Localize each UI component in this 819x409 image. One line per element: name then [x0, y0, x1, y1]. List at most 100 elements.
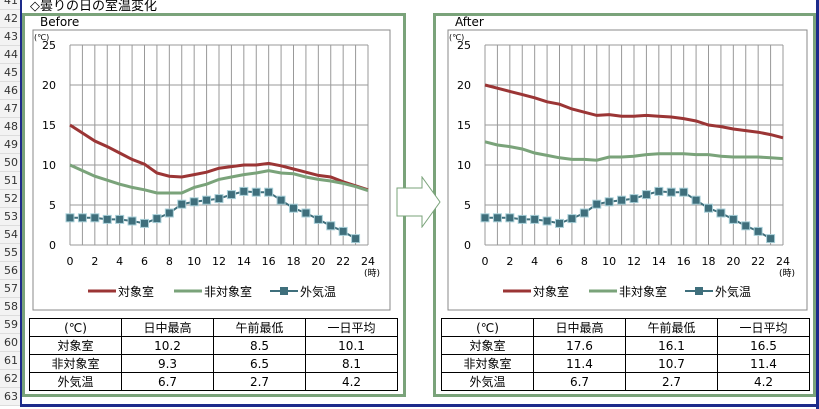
data-point	[226, 190, 236, 200]
row-number[interactable]: 56	[0, 262, 20, 280]
table-row: 対象室 10.2 8.5 10.1	[29, 336, 398, 355]
x-tick-label: 8	[166, 255, 173, 268]
data-point	[338, 226, 348, 236]
series-line-2	[70, 190, 357, 240]
data-point	[202, 195, 212, 205]
series-line-1	[69, 163, 369, 195]
data-point	[102, 214, 112, 224]
table-cell: 2.7	[625, 372, 718, 391]
data-point	[276, 195, 286, 205]
row-number[interactable]: 54	[0, 226, 20, 244]
table-cell: 非対象室	[29, 354, 122, 373]
data-point	[164, 208, 174, 218]
table-cell: 一日平均	[305, 318, 398, 337]
data-point	[115, 214, 125, 224]
table-cell: 午前最低	[213, 318, 306, 337]
table-cell: 2.7	[213, 372, 306, 391]
table-cell: 10.7	[625, 354, 718, 373]
table-cell: 6.7	[533, 372, 626, 391]
table-cell: 非対象室	[441, 354, 534, 373]
legend-label: 非対象室	[204, 284, 252, 299]
data-point	[313, 214, 323, 224]
row-number[interactable]: 53	[0, 208, 20, 226]
table-cell: 外気温	[29, 372, 122, 391]
row-number[interactable]: 60	[0, 334, 20, 352]
table-cell: 6.7	[121, 372, 214, 391]
table-cell: 午前最低	[625, 318, 718, 337]
table-row: (℃) 日中最高 午前最低 一日平均	[441, 318, 810, 337]
table-cell: 8.5	[213, 336, 306, 355]
sheet-border-right	[816, 0, 819, 409]
row-number[interactable]: 50	[0, 154, 20, 172]
row-number[interactable]: 51	[0, 172, 20, 190]
data-point	[239, 186, 249, 196]
table-cell: (℃)	[441, 318, 534, 337]
row-number[interactable]: 47	[0, 100, 20, 118]
after-summary-table: (℃) 日中最高 午前最低 一日平均 対象室 17.6 16.1 16.5 非対象室 11.4 10…	[441, 318, 810, 391]
row-number[interactable]: 62	[0, 370, 20, 388]
x-tick-label: 22	[336, 255, 350, 268]
table-cell: 4.2	[717, 372, 810, 391]
table-row: 非対象室 11.4 10.7 11.4	[441, 354, 810, 373]
data-point	[77, 213, 87, 223]
row-number[interactable]: 43	[0, 28, 20, 46]
legend-marker	[280, 287, 288, 295]
table-cell: 一日平均	[717, 318, 810, 337]
x-tick-label: 16	[262, 255, 276, 268]
row-number[interactable]: 59	[0, 316, 20, 334]
arrow-right-icon	[396, 176, 441, 228]
x-tick-label: 2	[91, 255, 98, 268]
data-point	[214, 194, 224, 204]
table-cell: 4.2	[305, 372, 398, 391]
plot-frame	[32, 29, 391, 311]
x-tick-label: 0	[67, 255, 74, 268]
table-cell: 9.3	[121, 354, 214, 373]
sheet-title: ◇曇りの日の室温変化	[30, 0, 157, 14]
table-row: 対象室 17.6 16.1 16.5	[441, 336, 810, 355]
row-number[interactable]: 52	[0, 190, 20, 208]
data-point	[90, 213, 100, 223]
table-cell: 対象室	[29, 336, 122, 355]
sheet-border	[20, 404, 819, 407]
data-point	[301, 208, 311, 218]
row-number[interactable]: 44	[0, 46, 20, 64]
before-summary-table: (℃) 日中最高 午前最低 一日平均 対象室 10.2 8.5 10.1 非対象室 9.3 6.5 8…	[29, 318, 398, 391]
row-number[interactable]: 42	[0, 10, 20, 28]
data-point	[289, 203, 298, 213]
data-point	[351, 234, 361, 244]
data-point	[251, 187, 261, 197]
legend-label: 外気温	[300, 284, 336, 299]
table-cell: 17.6	[533, 336, 626, 355]
y-tick-label: 15	[42, 119, 56, 132]
row-number[interactable]: 46	[0, 82, 20, 100]
y-tick-label: 25	[42, 39, 56, 52]
data-point	[264, 187, 274, 197]
x-axis-unit: (時)	[364, 268, 380, 279]
row-number[interactable]: 55	[0, 244, 20, 262]
row-number[interactable]: 58	[0, 298, 20, 316]
row-number[interactable]: 41	[0, 0, 20, 10]
row-number[interactable]: 61	[0, 352, 20, 370]
x-tick-label: 18	[287, 255, 301, 268]
data-point	[326, 221, 336, 231]
table-row: 外気温 6.7 2.7 4.2	[29, 372, 398, 391]
table-cell: 対象室	[441, 336, 534, 355]
x-tick-label: 24	[361, 255, 375, 268]
x-tick-label: 6	[141, 255, 148, 268]
row-number[interactable]: 57	[0, 280, 20, 298]
table-cell: 11.4	[717, 354, 810, 373]
row-number[interactable]: 48	[0, 118, 20, 136]
y-tick-label: 5	[49, 199, 56, 212]
row-number[interactable]: 45	[0, 64, 20, 82]
table-cell: 日中最高	[533, 318, 626, 337]
table-cell: 11.4	[533, 354, 626, 373]
x-tick-label: 4	[116, 255, 123, 268]
row-number[interactable]: 63	[0, 388, 20, 406]
row-number[interactable]: 49	[0, 136, 20, 154]
chart-title: Before	[40, 15, 79, 29]
table-cell: 16.5	[717, 336, 810, 355]
series-line-0	[69, 123, 369, 192]
data-point	[65, 213, 75, 223]
x-tick-label: 12	[212, 255, 226, 268]
